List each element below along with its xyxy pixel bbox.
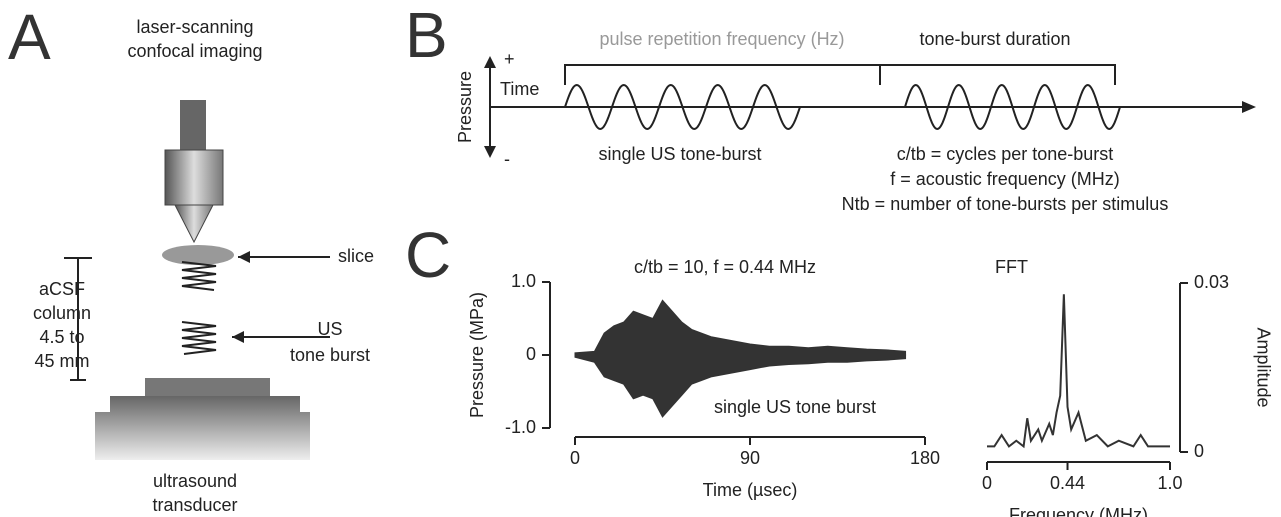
transducer-base: [95, 396, 310, 460]
label: transducer: [152, 495, 237, 515]
y-tick-label: 0: [1194, 441, 1204, 461]
label: 45 mm: [34, 351, 89, 371]
bracket: [879, 64, 1116, 85]
waveform-envelope: [574, 354, 907, 418]
x-tick-label: 0: [570, 448, 580, 468]
bracket: [564, 64, 881, 85]
y-axis-label: Amplitude: [1253, 327, 1273, 407]
chart-title: FFT: [995, 257, 1028, 277]
label: single US tone-burst: [598, 144, 761, 164]
arrow-head: [238, 251, 250, 263]
label: Pressure: [455, 71, 475, 143]
transducer-top: [145, 378, 270, 396]
chart-title: c/tb = 10, f = 0.44 MHz: [634, 257, 816, 277]
panel-label: B: [405, 0, 448, 71]
y-axis-label: Pressure (MPa): [467, 292, 487, 418]
objective-tip: [174, 204, 214, 244]
panel-label: C: [405, 219, 451, 291]
tone-burst: [564, 83, 801, 131]
arrow-head: [1242, 101, 1256, 113]
label: ultrasound: [153, 471, 237, 491]
objective-top: [180, 100, 206, 150]
spring: [181, 321, 217, 355]
label: +: [504, 49, 515, 69]
label: pulse repetition frequency (Hz): [599, 29, 844, 49]
label: US: [317, 319, 342, 339]
label: slice: [338, 246, 374, 266]
annotation: single US tone burst: [714, 397, 876, 417]
label: 4.5 to: [39, 327, 84, 347]
panel-b: B + - Pressure Time pulse repetition fre…: [405, 0, 1256, 214]
label: tone-burst duration: [919, 29, 1070, 49]
panel-a: A laser-scanning confocal imaging slice …: [8, 1, 374, 515]
label: c/tb = cycles per tone-burst: [897, 144, 1114, 164]
y-tick-label: 1.0: [511, 271, 536, 291]
y-tick-label: 0.03: [1194, 272, 1229, 292]
x-tick-label: 0.44: [1050, 473, 1085, 493]
label: column: [33, 303, 91, 323]
label: f = acoustic frequency (MHz): [890, 169, 1120, 189]
label: Time: [500, 79, 539, 99]
slice: [162, 245, 234, 265]
label: aCSF: [39, 279, 85, 299]
objective-body: [164, 149, 224, 206]
spectrum-line: [987, 294, 1170, 449]
label: -: [504, 149, 510, 169]
label: tone burst: [290, 345, 370, 365]
x-axis-label: Time (µsec): [703, 480, 798, 500]
x-tick-label: 0: [982, 473, 992, 493]
arrow-head: [232, 331, 244, 343]
x-tick-label: 1.0: [1157, 473, 1182, 493]
x-axis-label: Frequency (MHz): [1009, 505, 1148, 517]
waveform-envelope: [574, 299, 907, 356]
label: confocal imaging: [127, 41, 262, 61]
arrow-head: [484, 56, 496, 158]
label: Ntb = number of tone-bursts per stimulus: [842, 194, 1169, 214]
y-tick-label: -1.0: [505, 417, 536, 437]
panel-label: A: [8, 1, 51, 73]
tone-burst: [904, 83, 1121, 131]
spring: [181, 261, 217, 291]
x-tick-label: 90: [740, 448, 760, 468]
label: laser-scanning: [136, 17, 253, 37]
x-tick-label: 180: [910, 448, 940, 468]
y-tick-label: 0: [526, 344, 536, 364]
